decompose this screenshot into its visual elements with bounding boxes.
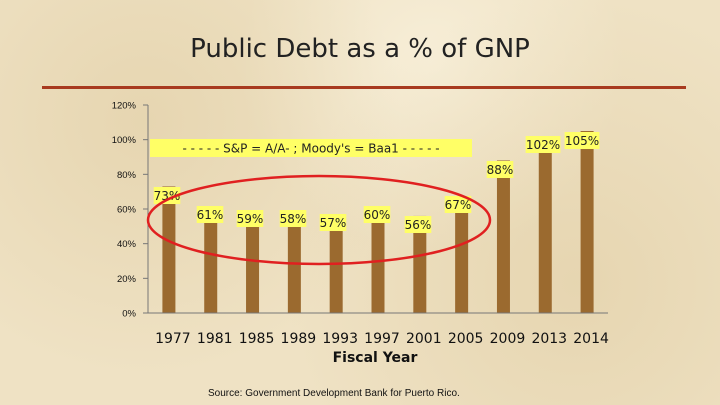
data-label: 105% bbox=[565, 134, 599, 148]
bar-2001 bbox=[413, 215, 427, 313]
data-label-box bbox=[564, 132, 600, 149]
x-tick-label: 1977 bbox=[155, 331, 191, 347]
y-tick-label: 20% bbox=[117, 274, 137, 285]
y-tick-label: 40% bbox=[117, 239, 137, 250]
y-tick-label: 80% bbox=[117, 170, 137, 181]
x-tick-label: 2001 bbox=[406, 331, 442, 347]
annotations: - - - - - S&P = A/A- ; Moody's = Baa1 - … bbox=[146, 139, 492, 266]
x-tick-label: 1997 bbox=[364, 331, 400, 347]
x-tick-label: 2005 bbox=[448, 331, 484, 347]
x-axis-title: Fiscal Year bbox=[333, 350, 418, 366]
y-tick-label: 100% bbox=[112, 135, 137, 146]
y-tick-label: 120% bbox=[112, 101, 137, 112]
data-label-box bbox=[525, 136, 561, 153]
data-label-box bbox=[363, 206, 391, 223]
data-label-box bbox=[236, 210, 264, 227]
data-label-box bbox=[486, 161, 514, 178]
x-axis: 1977 1981 1985 1989 1993 1997 2001 2005 2009 2013… bbox=[148, 312, 609, 347]
data-label: 88% bbox=[487, 163, 514, 177]
y-axis: 0% 20% 40% 60% 80% 100% 120% bbox=[112, 101, 149, 320]
x-tick-label: 2009 bbox=[490, 331, 526, 347]
bar-series bbox=[162, 131, 594, 313]
data-label: 61% bbox=[197, 208, 224, 222]
x-tick-label: 1981 bbox=[197, 331, 233, 347]
data-label-box bbox=[279, 210, 307, 227]
data-label: 57% bbox=[320, 216, 347, 230]
data-label: 59% bbox=[237, 212, 264, 226]
x-tick-label: 1989 bbox=[281, 331, 317, 347]
x-tick-label: 1993 bbox=[322, 331, 358, 347]
x-tick-label: 2013 bbox=[531, 331, 567, 347]
data-label: 56% bbox=[405, 218, 432, 232]
rating-note-box bbox=[150, 139, 472, 157]
bar-1981 bbox=[204, 207, 218, 313]
data-label-box bbox=[444, 196, 472, 213]
title-divider bbox=[42, 86, 686, 89]
y-tick-label: 60% bbox=[117, 205, 137, 216]
data-label: 60% bbox=[364, 208, 391, 222]
data-label-box bbox=[196, 206, 224, 223]
source-note: Source: Government Development Bank for … bbox=[208, 388, 460, 399]
y-tick-label: 0% bbox=[122, 309, 136, 320]
bar-1977 bbox=[162, 186, 176, 313]
data-label-box bbox=[404, 216, 432, 233]
data-label: 102% bbox=[526, 138, 560, 152]
data-label-box bbox=[153, 187, 181, 204]
bar-2013 bbox=[538, 136, 552, 313]
bar-2014 bbox=[580, 131, 594, 313]
data-label: 67% bbox=[445, 198, 472, 212]
data-label: 58% bbox=[280, 212, 307, 226]
slide-title: Public Debt as a % of GNP bbox=[190, 34, 530, 64]
bar-2009 bbox=[496, 160, 510, 313]
x-tick-label: 1985 bbox=[239, 331, 275, 347]
x-tick-label: 2014 bbox=[573, 331, 609, 347]
bar-2005 bbox=[455, 196, 469, 313]
rating-note: - - - - - S&P = A/A- ; Moody's = Baa1 - … bbox=[182, 142, 439, 156]
data-label: 73% bbox=[154, 189, 181, 203]
data-labels: 73% 61% 59% 58% 57% 60% 56% 67% 88% 102% 105% bbox=[154, 132, 600, 233]
highlight-ellipse bbox=[146, 174, 492, 266]
data-label-box bbox=[319, 214, 347, 231]
